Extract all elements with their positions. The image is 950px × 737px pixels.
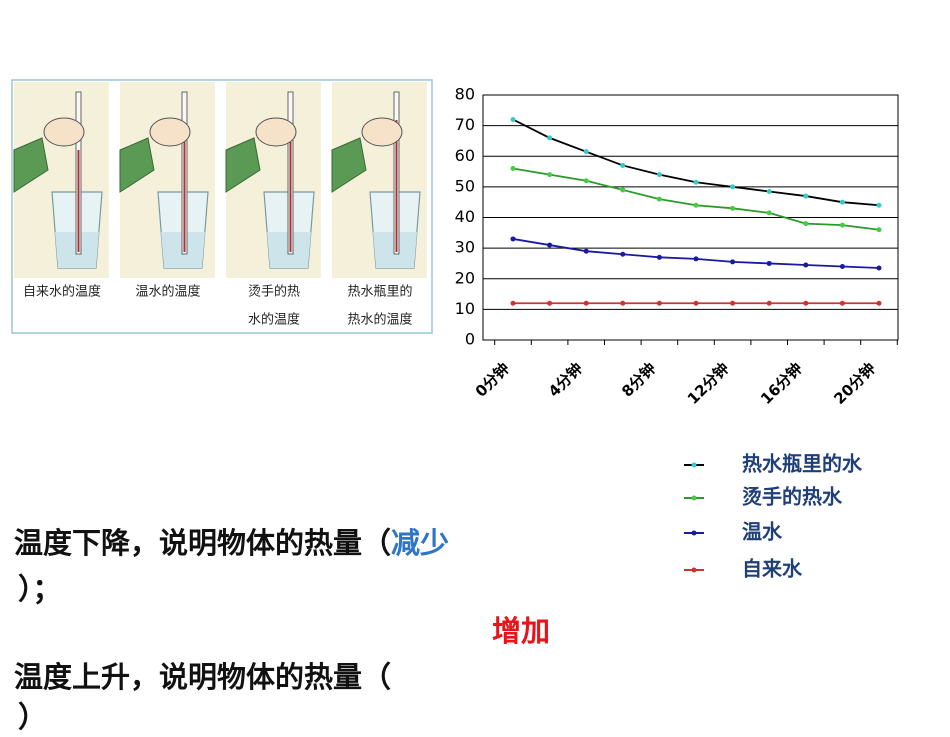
hand <box>255 117 297 147</box>
point <box>693 179 699 185</box>
y-tick-label: 50 <box>455 176 475 195</box>
caption: 温水的温度 <box>135 284 200 300</box>
caption: 自来水的温度 <box>23 284 101 300</box>
x-tick-label: 8分钟 <box>618 359 659 400</box>
point <box>583 248 589 254</box>
legend-marker <box>691 462 697 468</box>
point <box>803 193 809 199</box>
legend-label: 烫手的热水 <box>742 485 843 509</box>
legend-label: 热水瓶里的水 <box>742 452 863 476</box>
point <box>693 300 699 306</box>
sleeve <box>331 137 367 193</box>
sleeve <box>119 137 155 193</box>
point <box>803 221 809 227</box>
point <box>730 259 736 265</box>
point <box>730 205 736 211</box>
legend-marker <box>691 530 697 536</box>
point <box>766 210 772 216</box>
statement-text: 温度下降，说明物体的热量（ <box>14 526 392 560</box>
legend-label: 温水 <box>742 520 783 544</box>
point <box>510 300 516 306</box>
sleeve <box>13 137 49 193</box>
caption: 热水瓶里的 <box>347 284 412 300</box>
point <box>839 300 845 306</box>
x-tick-label: 12分钟 <box>684 359 733 408</box>
point <box>620 300 626 306</box>
point <box>547 135 553 141</box>
mercury <box>183 140 186 252</box>
mercury <box>77 150 80 252</box>
x-tick-label: 4分钟 <box>545 359 586 400</box>
y-tick-label: 70 <box>455 115 475 134</box>
y-tick-label: 80 <box>455 85 475 104</box>
point <box>876 265 882 271</box>
point <box>803 262 809 268</box>
statement-1-end: ）； <box>18 572 62 606</box>
mercury <box>289 130 292 252</box>
point <box>839 199 845 205</box>
y-tick-label: 40 <box>455 207 475 226</box>
hand <box>361 117 403 147</box>
point <box>510 117 516 122</box>
y-tick-label: 0 <box>465 330 475 349</box>
point <box>876 300 882 306</box>
x-tick-label: 20分钟 <box>830 359 879 408</box>
point <box>766 260 772 266</box>
point <box>766 188 772 194</box>
point <box>620 187 626 193</box>
y-tick-label: 10 <box>455 299 475 318</box>
hand <box>149 117 191 147</box>
point <box>693 202 699 208</box>
legend-marker <box>691 495 697 501</box>
point <box>839 264 845 269</box>
point <box>547 172 553 178</box>
point <box>510 236 516 242</box>
answer: 减少 <box>391 526 450 560</box>
point <box>839 222 845 228</box>
point <box>510 166 516 171</box>
point <box>656 254 662 260</box>
point <box>620 162 626 168</box>
point <box>766 300 772 306</box>
y-tick-label: 30 <box>455 238 475 257</box>
mercury <box>395 120 398 252</box>
statement-1: 温度下降，说明物体的热量（减少 <box>14 523 449 563</box>
point <box>730 300 736 306</box>
point <box>876 227 882 233</box>
caption: 烫手的热 <box>248 284 300 300</box>
statement-2: 温度上升，说明物体的热量（ <box>14 660 392 694</box>
x-tick-label: 16分钟 <box>757 359 806 408</box>
point <box>620 251 626 257</box>
point <box>547 300 553 306</box>
point <box>730 184 736 190</box>
point <box>876 202 882 208</box>
caption: 水的温度 <box>248 312 300 328</box>
caption: 热水的温度 <box>347 312 412 328</box>
y-tick-label: 60 <box>455 146 475 165</box>
point <box>656 196 662 202</box>
sleeve <box>225 137 261 193</box>
point <box>656 300 662 306</box>
page: {"illustration": {"captions": [["自来水的温度"… <box>11 79 899 734</box>
y-tick-label: 20 <box>455 268 475 287</box>
point <box>803 300 809 306</box>
point <box>693 256 699 262</box>
point <box>583 300 589 306</box>
point <box>583 149 589 155</box>
hand <box>43 117 85 147</box>
legend-marker <box>691 567 697 573</box>
point <box>656 172 662 178</box>
legend-label: 自来水 <box>742 557 803 581</box>
point <box>547 242 553 248</box>
x-tick-label: 0分钟 <box>472 359 513 400</box>
answer: 增加 <box>492 614 551 648</box>
point <box>583 178 589 184</box>
statement-2-end: ） <box>18 700 48 734</box>
